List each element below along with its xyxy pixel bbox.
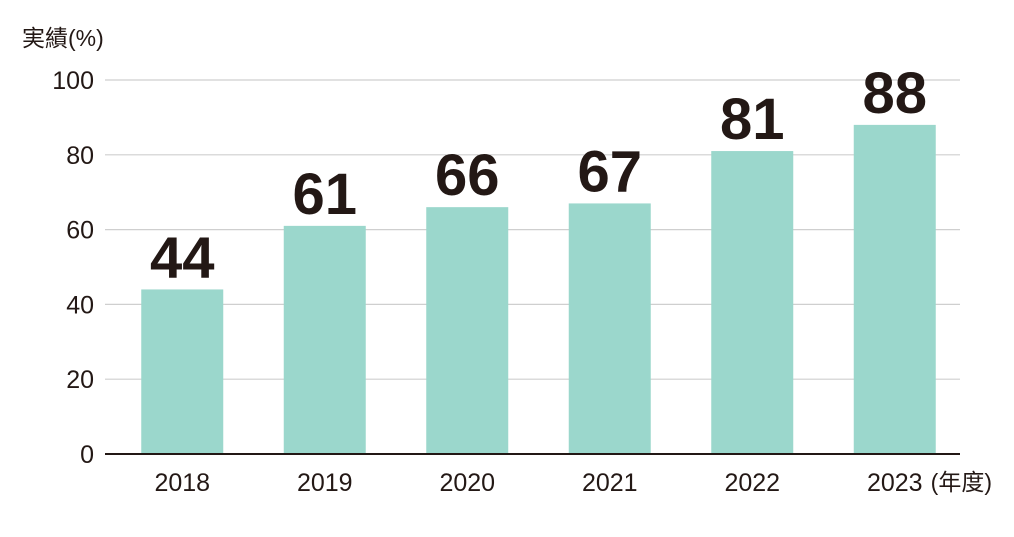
gridlines [105,79,960,380]
bar [711,151,794,454]
bars [141,124,936,454]
y-tick-label: 100 [52,67,94,95]
bar [568,203,651,454]
data-label: 44 [150,225,215,290]
x-tick-label: 2023 [867,469,923,497]
bar [853,124,936,454]
x-tick-label: 2018 [154,469,210,497]
data-label: 88 [862,61,927,126]
y-tick-label: 40 [66,291,94,319]
bar [426,207,509,454]
x-tick-label: 2020 [439,469,495,497]
x-tick-label: 2022 [724,469,780,497]
data-label: 66 [435,143,500,208]
y-tick-labels: 0 20 40 60 80 100 [52,67,94,469]
y-tick-label: 20 [66,366,94,394]
x-tick-labels: 2018 2019 2020 2021 2022 2023 [154,469,922,497]
x-axis-title: (年度) [931,469,992,495]
bar [283,225,366,454]
bar [141,289,224,454]
y-tick-label: 60 [66,217,94,245]
x-tick-label: 2021 [582,469,638,497]
data-labels: 44 61 66 67 81 88 [150,61,927,291]
data-label: 81 [720,87,785,152]
x-tick-label: 2019 [297,469,353,497]
data-label: 67 [577,139,642,204]
y-axis-title: 実績(%) [22,25,104,51]
data-label: 61 [292,162,357,227]
y-tick-label: 80 [66,142,94,170]
y-tick-label: 0 [80,441,94,469]
